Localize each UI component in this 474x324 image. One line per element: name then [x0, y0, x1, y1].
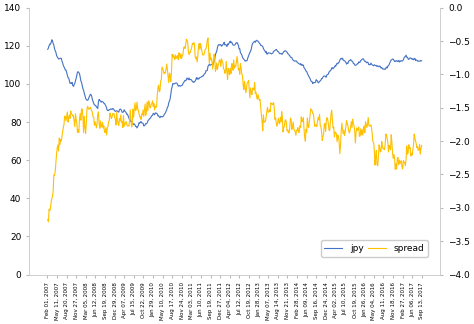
Line: jpy: jpy — [48, 40, 422, 128]
Line: spread: spread — [48, 38, 422, 222]
Legend: jpy, spread: jpy, spread — [321, 240, 428, 257]
